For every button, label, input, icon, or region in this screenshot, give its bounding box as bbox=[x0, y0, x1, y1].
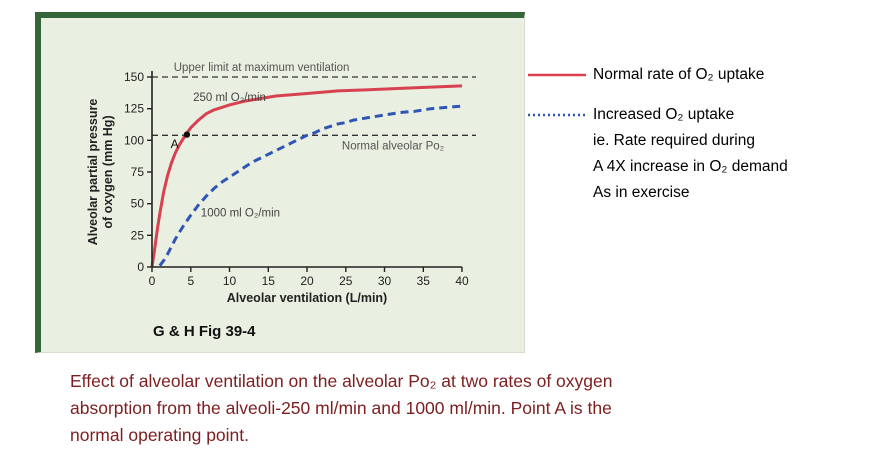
legend-subline: As in exercise bbox=[593, 184, 690, 201]
x-axis-title: Alveolar ventilation (L/min) bbox=[227, 291, 387, 305]
dotted-blue-line-icon bbox=[528, 113, 586, 117]
x-tick-label: 25 bbox=[339, 274, 353, 288]
x-tick-label: 10 bbox=[223, 274, 237, 288]
legend-subline: ie. Rate required during bbox=[593, 132, 755, 149]
y-tick-label: 100 bbox=[124, 133, 144, 147]
legend-subline: A 4X increase in O₂ demand bbox=[593, 158, 788, 175]
legend-label-increased-uptake: Increased O₂ uptake bbox=[593, 106, 735, 123]
point-A-marker bbox=[183, 131, 191, 138]
x-tick-label: 40 bbox=[455, 274, 469, 288]
alveolar-po2-chart: Upper limit at maximum ventilation Normal… bbox=[86, 62, 476, 305]
curve-1000 bbox=[158, 104, 463, 267]
reference-line-label: Upper limit at maximum ventilation bbox=[174, 62, 350, 74]
y-tick-label: 75 bbox=[131, 165, 145, 179]
y-tick-label: 50 bbox=[131, 197, 145, 211]
figure-reference: G & H Fig 39-4 bbox=[153, 323, 256, 340]
y-tick-label: 25 bbox=[131, 228, 145, 242]
curve-label: 250 ml O₂/min bbox=[193, 92, 266, 104]
x-tick-label: 30 bbox=[378, 274, 392, 288]
y-axis-title-line1: Alveolar partial pressure bbox=[86, 99, 100, 246]
y-tick-label: 0 bbox=[137, 260, 144, 274]
chart-legend: Normal rate of O₂ uptake Increased O₂ up… bbox=[528, 62, 878, 220]
x-tick-label: 0 bbox=[149, 274, 156, 288]
x-tick-label: 35 bbox=[417, 274, 431, 288]
caption-line: normal operating point. bbox=[70, 425, 249, 445]
legend-item-increased-uptake: Increased O₂ uptake ie. Rate required du… bbox=[528, 102, 878, 206]
legend-label-normal-uptake: Normal rate of O₂ uptake bbox=[593, 66, 765, 83]
x-tick-label: 20 bbox=[300, 274, 314, 288]
solid-red-line-icon bbox=[528, 73, 586, 77]
figure-panel: Upper limit at maximum ventilation Normal… bbox=[35, 12, 525, 353]
legend-item-normal-uptake: Normal rate of O₂ uptake bbox=[528, 62, 878, 88]
reference-line-label: Normal alveolar Po₂ bbox=[342, 140, 444, 152]
x-tick-label: 5 bbox=[187, 274, 194, 288]
y-axis-title-line2: of oxygen (mm Hg) bbox=[101, 115, 115, 228]
curve-250 bbox=[150, 84, 463, 268]
x-tick-label: 15 bbox=[262, 274, 276, 288]
point-A-label: A bbox=[171, 137, 179, 151]
figure-caption: Effect of alveolar ventilation on the al… bbox=[70, 368, 790, 449]
y-tick-label: 125 bbox=[124, 102, 144, 116]
caption-line: absorption from the alveoli-250 ml/min a… bbox=[70, 398, 612, 418]
y-tick-label: 150 bbox=[124, 70, 144, 84]
legend-label-increased-uptake-block: Increased O₂ uptake ie. Rate required du… bbox=[593, 102, 788, 206]
caption-line: Effect of alveolar ventilation on the al… bbox=[70, 371, 613, 391]
curve-label: 1000 ml O₂/min bbox=[201, 207, 280, 219]
